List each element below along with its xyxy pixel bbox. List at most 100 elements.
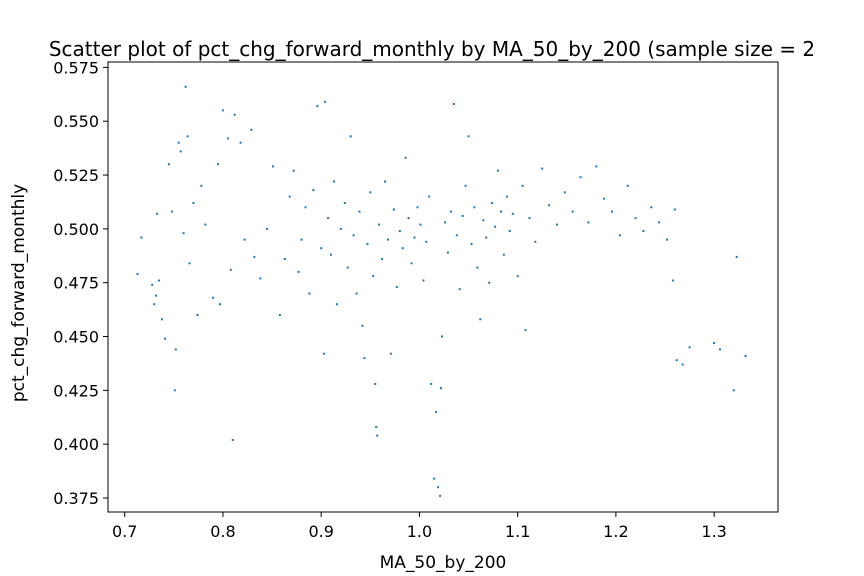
- data-point: [603, 197, 606, 200]
- data-point: [458, 288, 461, 291]
- data-point: [288, 195, 291, 198]
- data-point: [164, 337, 166, 340]
- x-tick-label: 1.1: [505, 522, 530, 541]
- data-point: [425, 240, 428, 243]
- y-tick-label: 0.375: [53, 489, 99, 508]
- data-point: [437, 486, 440, 489]
- data-point: [352, 234, 355, 237]
- data-point: [231, 438, 234, 441]
- data-point: [440, 387, 442, 390]
- data-point: [441, 335, 443, 338]
- data-point: [502, 253, 505, 256]
- data-point: [618, 234, 621, 237]
- data-point: [410, 262, 413, 265]
- data-point: [671, 279, 674, 282]
- data-point: [473, 206, 476, 209]
- data-point: [155, 294, 158, 297]
- y-tick-label: 0.475: [53, 274, 99, 293]
- y-axis-label: pct_chg_forward_monthly: [9, 184, 29, 402]
- data-point: [186, 135, 189, 138]
- data-point: [167, 163, 170, 166]
- y-tick-label: 0.425: [53, 381, 99, 400]
- data-point: [375, 426, 378, 428]
- y-tick-label: 0.525: [53, 166, 99, 185]
- x-axis-ticks: 0.7 0.8 0.9 1.0 1.1 1.2 1.3: [112, 512, 727, 541]
- data-point: [681, 363, 684, 366]
- data-point: [658, 221, 661, 224]
- data-point: [266, 227, 269, 230]
- x-tick-label: 1.2: [603, 522, 628, 541]
- data-point: [398, 230, 401, 232]
- data-point: [212, 296, 215, 299]
- data-point: [343, 202, 346, 204]
- data-point: [452, 103, 455, 105]
- data-point: [505, 195, 508, 198]
- data-point: [595, 165, 598, 168]
- data-point: [422, 279, 425, 282]
- data-point: [444, 221, 446, 224]
- data-point: [320, 247, 323, 250]
- data-point: [161, 318, 163, 321]
- data-point: [173, 389, 176, 392]
- data-point: [233, 113, 236, 116]
- data-point: [524, 329, 527, 332]
- data-point: [464, 184, 467, 187]
- data-point: [719, 348, 721, 351]
- data-point: [511, 212, 514, 215]
- data-point: [401, 247, 404, 250]
- data-point: [461, 214, 464, 217]
- data-point: [673, 208, 676, 211]
- data-point: [642, 230, 645, 232]
- data-point: [508, 230, 511, 232]
- data-point: [376, 434, 379, 437]
- data-point: [528, 217, 531, 220]
- data-point: [156, 212, 159, 215]
- data-point: [521, 184, 524, 187]
- data-point: [361, 324, 364, 327]
- data-point: [153, 303, 156, 306]
- data-point: [435, 410, 438, 413]
- y-tick-label: 0.450: [53, 328, 99, 347]
- data-point: [272, 165, 274, 168]
- data-point: [675, 359, 678, 362]
- data-point: [333, 180, 335, 183]
- data-point: [335, 303, 338, 306]
- data-point: [488, 281, 491, 284]
- data-point: [196, 314, 199, 316]
- x-tick-label: 0.7: [112, 522, 137, 541]
- y-tick-label: 0.400: [53, 435, 99, 454]
- data-point: [587, 221, 590, 224]
- data-point: [688, 346, 691, 349]
- data-point: [170, 210, 173, 213]
- data-point: [541, 167, 544, 170]
- data-point: [308, 292, 311, 295]
- data-point: [428, 195, 431, 198]
- data-point: [389, 352, 392, 355]
- data-point: [372, 275, 375, 278]
- data-point: [366, 242, 369, 245]
- data-point: [446, 251, 449, 254]
- data-point: [283, 258, 286, 260]
- data-point: [378, 223, 381, 226]
- data-point: [363, 357, 366, 360]
- data-point: [316, 105, 319, 108]
- data-point: [497, 169, 499, 172]
- data-point: [419, 223, 422, 226]
- data-point: [339, 227, 342, 230]
- data-point: [579, 176, 582, 179]
- data-point: [392, 208, 395, 211]
- data-point: [626, 184, 629, 187]
- data-point: [253, 255, 256, 258]
- data-point: [136, 273, 139, 276]
- plot-area-frame: [107, 61, 779, 513]
- data-point: [563, 191, 566, 194]
- data-point: [534, 240, 537, 243]
- data-point: [219, 303, 221, 306]
- data-point: [304, 206, 307, 209]
- data-point: [455, 234, 458, 237]
- data-point: [395, 286, 398, 288]
- data-point: [327, 217, 330, 220]
- data-point: [151, 283, 154, 286]
- data-point: [516, 275, 519, 278]
